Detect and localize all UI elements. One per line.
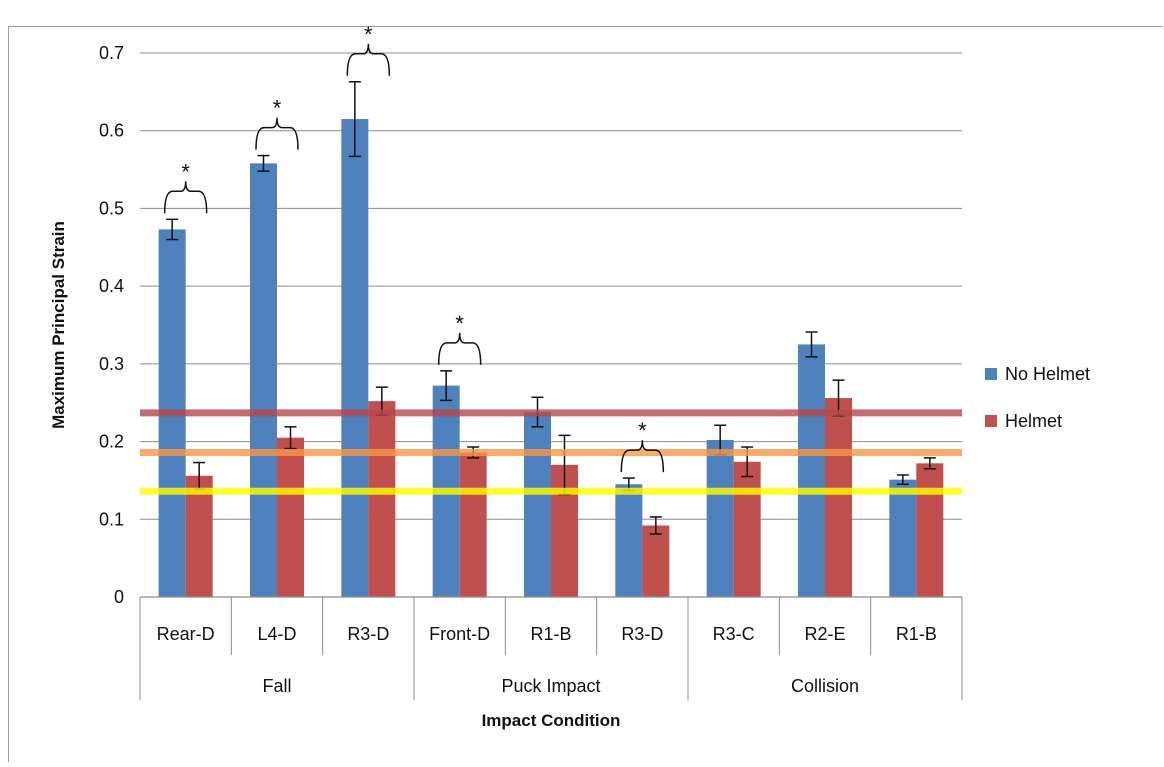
- legend-label: No Helmet: [1005, 364, 1090, 384]
- x-axis-title: Impact Condition: [482, 711, 621, 730]
- category-label: Rear-D: [157, 624, 215, 644]
- bar-helmet: [277, 437, 304, 597]
- category-label: R2-E: [804, 624, 845, 644]
- group-label: Collision: [791, 676, 859, 696]
- legend-swatch: [985, 368, 997, 380]
- y-tick-label: 0: [114, 587, 124, 607]
- category-label: Front-D: [429, 624, 490, 644]
- bar-helmet: [368, 401, 396, 597]
- y-tick-label: 0.6: [99, 121, 124, 141]
- bar-helmet: [642, 525, 670, 597]
- bar-helmet: [733, 461, 761, 597]
- bar-helmet: [459, 452, 487, 597]
- legend-label: Helmet: [1005, 411, 1062, 431]
- category-label: R1-B: [530, 624, 571, 644]
- significance-star: *: [273, 96, 282, 121]
- y-tick-label: 0.3: [99, 354, 124, 374]
- significance-star: *: [364, 22, 373, 47]
- y-axis-title: Maximum Principal Strain: [49, 221, 68, 429]
- chart-frame: [8, 26, 1162, 762]
- bar-no-helmet: [889, 479, 917, 597]
- significance-star: *: [638, 418, 647, 443]
- category-label: R3-D: [621, 624, 663, 644]
- significance-bracket: [437, 332, 482, 365]
- group-label: Puck Impact: [501, 676, 600, 696]
- category-label: R3-C: [713, 624, 755, 644]
- y-tick-label: 0.1: [99, 509, 124, 529]
- significance-bracket: [346, 43, 391, 76]
- category-label: L4-D: [257, 624, 296, 644]
- category-label: R3-D: [347, 624, 389, 644]
- bar-helmet: [825, 398, 852, 597]
- group-label: Fall: [262, 676, 291, 696]
- bar-no-helmet: [706, 440, 734, 597]
- significance-bracket: [163, 181, 208, 214]
- bar-no-helmet: [250, 163, 277, 597]
- bar-no-helmet: [615, 484, 643, 597]
- bar-no-helmet: [524, 412, 551, 597]
- significance-bracket: [255, 117, 299, 150]
- bar-helmet: [185, 475, 213, 597]
- y-tick-label: 0.4: [99, 276, 124, 296]
- category-label: R1-B: [896, 624, 937, 644]
- significance-bracket: [620, 440, 665, 473]
- legend-swatch: [985, 415, 997, 427]
- y-tick-label: 0.5: [99, 198, 124, 218]
- significance-star: *: [181, 159, 190, 184]
- significance-star: *: [455, 311, 464, 336]
- y-tick-label: 0.7: [99, 43, 124, 63]
- bar-helmet: [916, 463, 944, 597]
- bar-no-helmet: [341, 119, 369, 598]
- bar-no-helmet: [798, 344, 825, 597]
- y-tick-label: 0.2: [99, 432, 124, 452]
